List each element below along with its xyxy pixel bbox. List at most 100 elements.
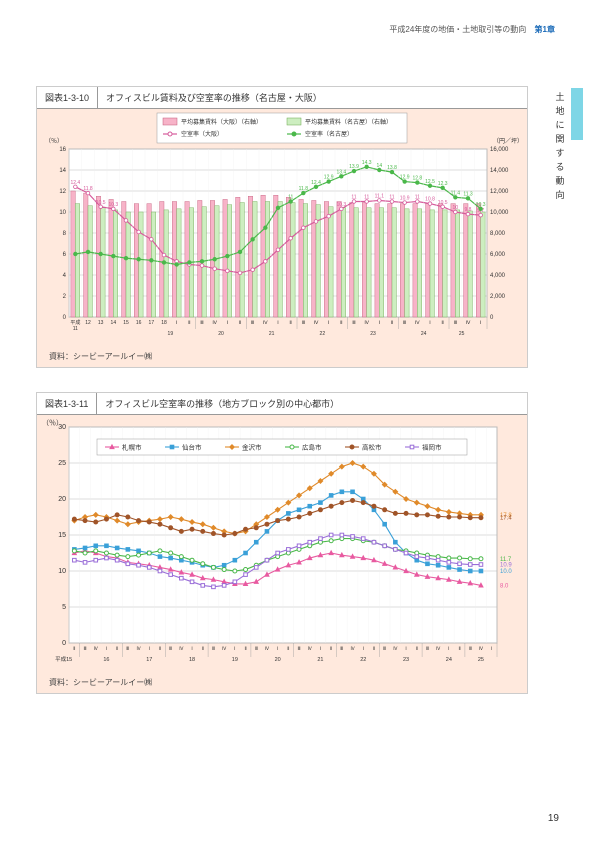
svg-text:10: 10	[58, 568, 66, 575]
svg-text:19: 19	[232, 657, 238, 663]
svg-text:11: 11	[288, 195, 293, 201]
svg-text:10.3: 10.3	[476, 202, 486, 208]
svg-text:18: 18	[189, 657, 195, 663]
svg-text:16: 16	[59, 147, 66, 153]
page-number: 19	[548, 813, 559, 824]
svg-text:Ⅰ: Ⅰ	[328, 320, 329, 326]
svg-text:11.3: 11.3	[463, 191, 473, 197]
svg-text:20: 20	[275, 657, 281, 663]
svg-text:Ⅱ: Ⅱ	[239, 320, 241, 326]
svg-text:Ⅰ: Ⅰ	[191, 646, 192, 651]
svg-text:10,000: 10,000	[490, 210, 509, 216]
side-accent	[571, 88, 583, 140]
svg-text:25: 25	[459, 331, 465, 337]
svg-text:0: 0	[490, 315, 494, 321]
svg-text:8,000: 8,000	[490, 231, 506, 237]
svg-text:24: 24	[446, 657, 452, 663]
svg-text:10.5: 10.5	[438, 200, 448, 206]
svg-text:10: 10	[59, 210, 66, 216]
svg-text:Ⅰ: Ⅰ	[363, 646, 364, 651]
svg-text:Ⅱ: Ⅱ	[287, 646, 289, 651]
svg-text:Ⅰ: Ⅰ	[405, 646, 406, 651]
svg-text:Ⅱ: Ⅱ	[373, 646, 375, 651]
svg-text:23: 23	[370, 331, 376, 337]
svg-text:17.4: 17.4	[500, 516, 512, 522]
svg-text:（％）: （％）	[45, 138, 63, 145]
svg-text:10: 10	[453, 205, 459, 211]
svg-text:Ⅲ: Ⅲ	[403, 320, 406, 326]
svg-text:Ⅲ: Ⅲ	[426, 646, 429, 651]
svg-text:Ⅱ: Ⅱ	[188, 320, 190, 326]
svg-text:Ⅳ: Ⅳ	[479, 646, 484, 651]
svg-text:5: 5	[62, 604, 66, 611]
svg-text:Ⅳ: Ⅳ	[94, 646, 99, 651]
svg-text:6: 6	[63, 252, 67, 258]
svg-text:Ⅲ: Ⅲ	[302, 320, 305, 326]
svg-text:福岡市: 福岡市	[422, 443, 442, 452]
svg-text:11: 11	[389, 195, 394, 201]
svg-text:金沢市: 金沢市	[242, 443, 262, 452]
svg-text:Ⅰ: Ⅰ	[429, 320, 430, 326]
svg-text:12.4: 12.4	[311, 180, 321, 186]
svg-text:高松市: 高松市	[362, 443, 382, 452]
svg-text:Ⅱ: Ⅱ	[391, 320, 393, 326]
svg-text:Ⅲ: Ⅲ	[352, 320, 355, 326]
svg-text:13.8: 13.8	[387, 165, 397, 171]
svg-text:8.0: 8.0	[500, 583, 509, 589]
svg-text:15: 15	[123, 320, 129, 326]
svg-text:Ⅱ: Ⅱ	[416, 646, 418, 651]
svg-text:Ⅲ: Ⅲ	[200, 320, 203, 326]
svg-text:21: 21	[317, 657, 323, 663]
figure-title: オフィスビル賃料及び空室率の推移（名古屋・大阪）	[98, 87, 527, 108]
svg-text:14: 14	[111, 320, 117, 326]
svg-text:14: 14	[59, 168, 66, 174]
svg-text:Ⅰ: Ⅰ	[277, 320, 278, 326]
svg-text:Ⅰ: Ⅰ	[320, 646, 321, 651]
svg-text:Ⅲ: Ⅲ	[251, 320, 254, 326]
svg-text:Ⅰ: Ⅰ	[227, 320, 228, 326]
svg-text:Ⅳ: Ⅳ	[314, 320, 319, 326]
svg-text:Ⅳ: Ⅳ	[212, 320, 217, 326]
svg-text:Ⅱ: Ⅱ	[159, 646, 161, 651]
svg-text:Ⅰ: Ⅰ	[379, 320, 380, 326]
svg-text:12.5: 12.5	[425, 179, 435, 185]
svg-text:11: 11	[351, 195, 356, 201]
svg-text:Ⅱ: Ⅱ	[441, 320, 443, 326]
svg-text:10.9: 10.9	[500, 563, 512, 569]
svg-text:14,000: 14,000	[490, 168, 509, 174]
svg-text:0: 0	[63, 315, 67, 321]
svg-text:Ⅰ: Ⅰ	[176, 320, 177, 326]
svg-text:平均募集賃料（大阪）（右軸）: 平均募集賃料（大阪）（右軸）	[181, 118, 262, 126]
svg-text:Ⅰ: Ⅰ	[448, 646, 449, 651]
svg-text:（円／坪）: （円／坪）	[493, 137, 523, 145]
svg-text:Ⅱ: Ⅱ	[330, 646, 332, 651]
svg-text:Ⅳ: Ⅳ	[393, 646, 398, 651]
figure-number: 図表1-3-11	[37, 393, 97, 414]
svg-text:仙台市: 仙台市	[182, 443, 202, 452]
svg-text:6,000: 6,000	[490, 252, 506, 258]
svg-text:23: 23	[403, 657, 409, 663]
svg-text:11.8: 11.8	[299, 186, 309, 192]
page-header: 平成24年度の地価・土地取引等の動向 第1章	[389, 24, 555, 35]
svg-text:10.9: 10.9	[400, 196, 410, 202]
svg-text:Ⅰ: Ⅰ	[149, 646, 150, 651]
svg-text:10.5: 10.5	[96, 200, 106, 206]
svg-text:Ⅳ: Ⅳ	[436, 646, 441, 651]
chapter-label: 第1章	[535, 25, 555, 34]
svg-text:8: 8	[63, 231, 67, 237]
figure-1-3-11: 図表1-3-11 オフィスビル空室率の推移（地方ブロック別の中心都市） 0510…	[36, 392, 528, 694]
svg-text:Ⅳ: Ⅳ	[350, 646, 355, 651]
svg-text:13.9: 13.9	[349, 164, 359, 170]
svg-text:22: 22	[320, 331, 326, 337]
svg-text:Ⅱ: Ⅱ	[289, 320, 291, 326]
svg-text:16,000: 16,000	[490, 147, 509, 153]
svg-text:Ⅳ: Ⅳ	[415, 320, 420, 326]
svg-text:Ⅰ: Ⅰ	[234, 646, 235, 651]
svg-text:2: 2	[63, 294, 67, 300]
svg-text:12.3: 12.3	[438, 181, 448, 187]
figure-source: 資料：シービーアールイー㈱	[37, 347, 527, 368]
figure-title-row: 図表1-3-10 オフィスビル賃料及び空室率の推移（名古屋・大阪）	[37, 87, 527, 109]
svg-text:Ⅳ: Ⅳ	[263, 320, 268, 326]
svg-text:Ⅲ: Ⅲ	[83, 646, 86, 651]
svg-text:10.8: 10.8	[425, 197, 435, 203]
